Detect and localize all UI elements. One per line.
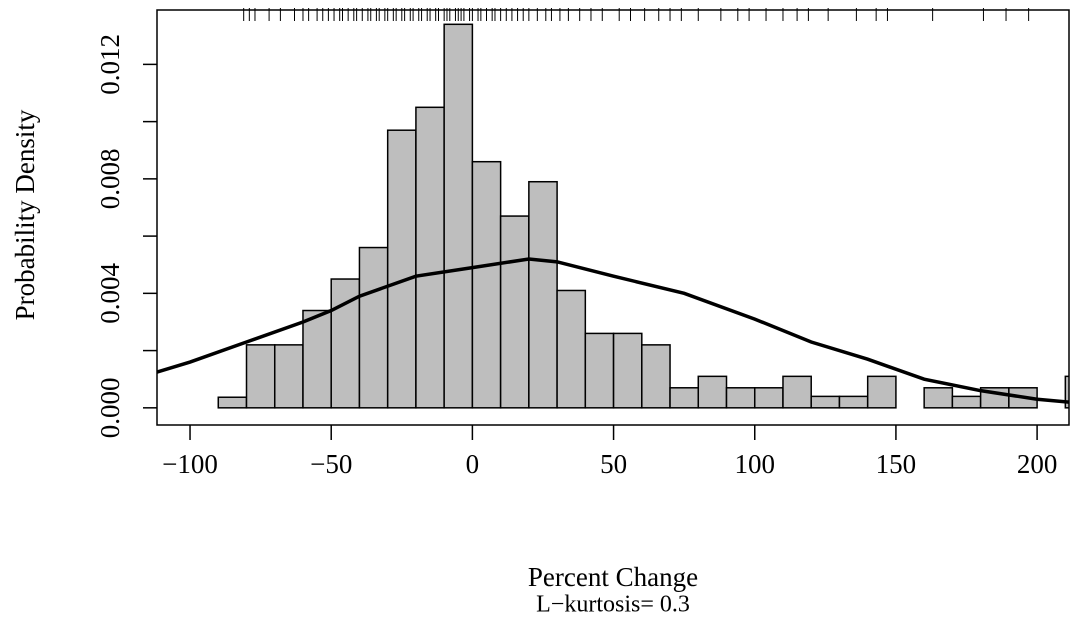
bar: [612, 332, 643, 409]
y-tick-label: 0.000: [95, 377, 125, 438]
bar: [556, 289, 587, 409]
bar: [499, 215, 530, 409]
bar: [782, 375, 812, 409]
bar: [302, 309, 332, 409]
x-tick-label: −50: [310, 449, 352, 479]
x-tick-label: 100: [734, 449, 775, 479]
bar: [415, 106, 445, 409]
x-axis-label: Percent Change: [528, 562, 698, 592]
bar: [217, 396, 248, 409]
density-curve: [157, 257, 1069, 404]
bar: [584, 332, 615, 409]
bar: [471, 160, 502, 409]
bar: [669, 387, 700, 409]
bar: [697, 375, 728, 409]
bar: [866, 375, 897, 409]
x-tick-label: 0: [466, 449, 480, 479]
bar: [725, 387, 756, 409]
x-tick-label: 150: [876, 449, 917, 479]
x-tick-label: 50: [600, 449, 627, 479]
bar: [753, 387, 784, 409]
bar: [528, 180, 558, 409]
x-tick-label: 200: [1017, 449, 1058, 479]
y-tick-label: 0.004: [95, 262, 125, 323]
bar: [923, 387, 954, 409]
bar: [358, 246, 389, 409]
bar: [810, 395, 841, 409]
x-tick-label: −100: [162, 449, 218, 479]
subtitle: L−kurtosis= 0.3: [536, 592, 690, 618]
bar: [273, 344, 304, 409]
bar: [641, 344, 671, 409]
bar: [951, 395, 982, 409]
bar: [838, 395, 869, 409]
y-tick-label: 0.008: [95, 148, 125, 209]
bar: [443, 23, 474, 409]
y-tick-label: 0.012: [95, 34, 125, 95]
plot-area: [157, 23, 1069, 409]
bar: [1064, 375, 1069, 409]
bar: [386, 129, 417, 409]
bar: [245, 344, 276, 409]
y-axis-label: Probability Density: [10, 109, 40, 320]
